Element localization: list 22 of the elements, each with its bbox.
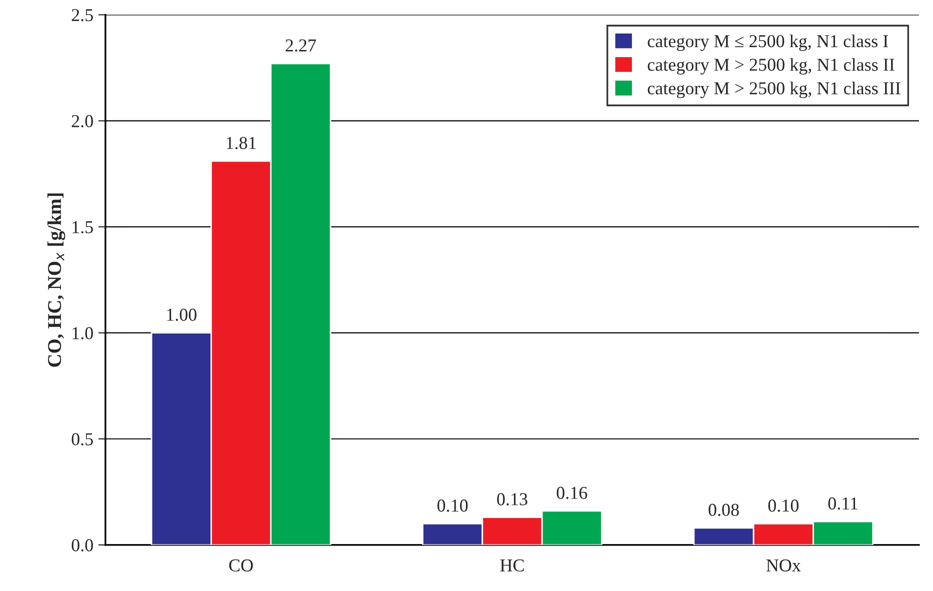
- x-tick-label: HC: [500, 559, 524, 572]
- y-tick-label: 2.0: [72, 115, 93, 128]
- y-tick-label: 2.5: [72, 9, 93, 22]
- data-label: 2.27: [286, 39, 316, 52]
- x-tick-label: NOx: [766, 559, 801, 572]
- data-label: 0.16: [556, 486, 588, 500]
- data-label: 1.81: [226, 136, 256, 150]
- y-tick-label: 0.0: [72, 539, 93, 552]
- y-tick-label: 1.5: [72, 221, 93, 234]
- legend-label: category M > 2500 kg, N1 class III: [648, 82, 900, 98]
- data-label: 0.10: [768, 500, 799, 512]
- legend-label: category M > 2500 kg, N1 class II: [648, 58, 894, 75]
- data-label: 0.08: [708, 504, 739, 516]
- x-tick-label: CO: [229, 559, 253, 572]
- data-label: 0.10: [437, 500, 468, 512]
- data-label: 0.13: [497, 493, 528, 506]
- data-label: 0.11: [828, 497, 858, 510]
- data-label: 1.00: [167, 308, 196, 321]
- legend-label: category M ≤ 2500 kg, N1 class I: [648, 34, 888, 51]
- y-tick-label: 0.5: [72, 433, 93, 446]
- y-tick-label: 1.0: [72, 327, 93, 340]
- y-axis-title: CO, HC, NO$_{x}$ [g/km]: [47, 194, 66, 367]
